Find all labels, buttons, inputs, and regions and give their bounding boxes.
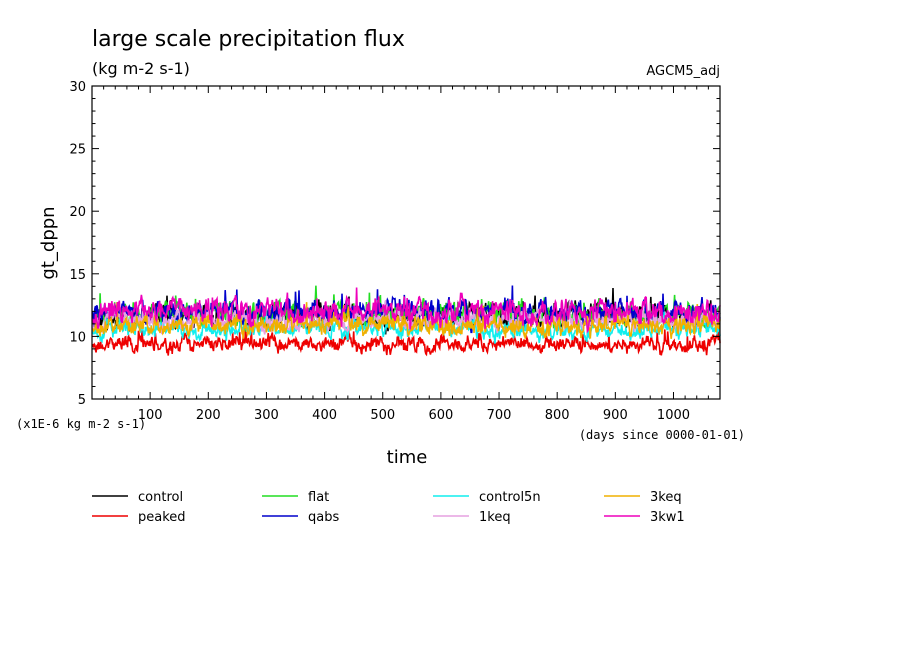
legend-label-control: control (138, 490, 183, 505)
y-tick-label: 20 (69, 205, 86, 220)
x-tick-label: 900 (603, 408, 628, 423)
x-tick-label: 800 (545, 408, 570, 423)
y-tick-label: 5 (78, 393, 86, 408)
x-unit-note: (days since 0000-01-01) (579, 428, 745, 442)
legend-label-1keq: 1keq (479, 510, 511, 525)
legend-label-peaked: peaked (138, 510, 186, 525)
x-tick-label: 500 (370, 408, 395, 423)
x-tick-label: 100 (138, 408, 163, 423)
plot-frame (91, 85, 721, 400)
series-line-peaked (91, 326, 721, 357)
y-scale-note: (x1E-6 kg m-2 s-1) (16, 417, 146, 431)
series-line-3kw1 (91, 287, 721, 334)
chart-title: large scale precipitation flux (92, 27, 405, 52)
x-tick-labels: 100 200 300 400 500 600 700 800 900 1000 (138, 408, 690, 423)
x-tick-label: 1000 (657, 408, 690, 423)
model-label: AGCM5_adj (646, 64, 720, 79)
legend-label-flat: flat (308, 490, 329, 505)
y-axis-label: gt_dppn (38, 206, 59, 279)
legend-label-3keq: 3keq (650, 490, 682, 505)
x-tick-label: 600 (428, 408, 453, 423)
legend-label-control5n: control5n (479, 490, 541, 505)
legend-label-qabs: qabs (308, 510, 339, 525)
y-tick-label: 15 (69, 268, 86, 283)
y-tick-label: 10 (69, 330, 86, 345)
legend-label-3kw1: 3kw1 (650, 510, 685, 525)
y-tick-label: 25 (69, 143, 86, 158)
x-tick-label: 200 (196, 408, 221, 423)
x-tick-label: 700 (487, 408, 512, 423)
legend: control peaked flat qabs control5n 1keq 3keq 3k… (92, 490, 685, 525)
x-tick-label: 400 (312, 408, 337, 423)
tick-layer (91, 85, 721, 400)
x-axis-label: time (387, 447, 428, 468)
x-tick-label: 300 (254, 408, 279, 423)
chart-subtitle: (kg m-2 s-1) (92, 59, 190, 78)
series-layer (91, 285, 721, 357)
y-tick-labels: 5 10 15 20 25 30 (69, 80, 86, 408)
series-line-3keq (91, 302, 721, 339)
y-tick-label: 30 (69, 80, 86, 95)
